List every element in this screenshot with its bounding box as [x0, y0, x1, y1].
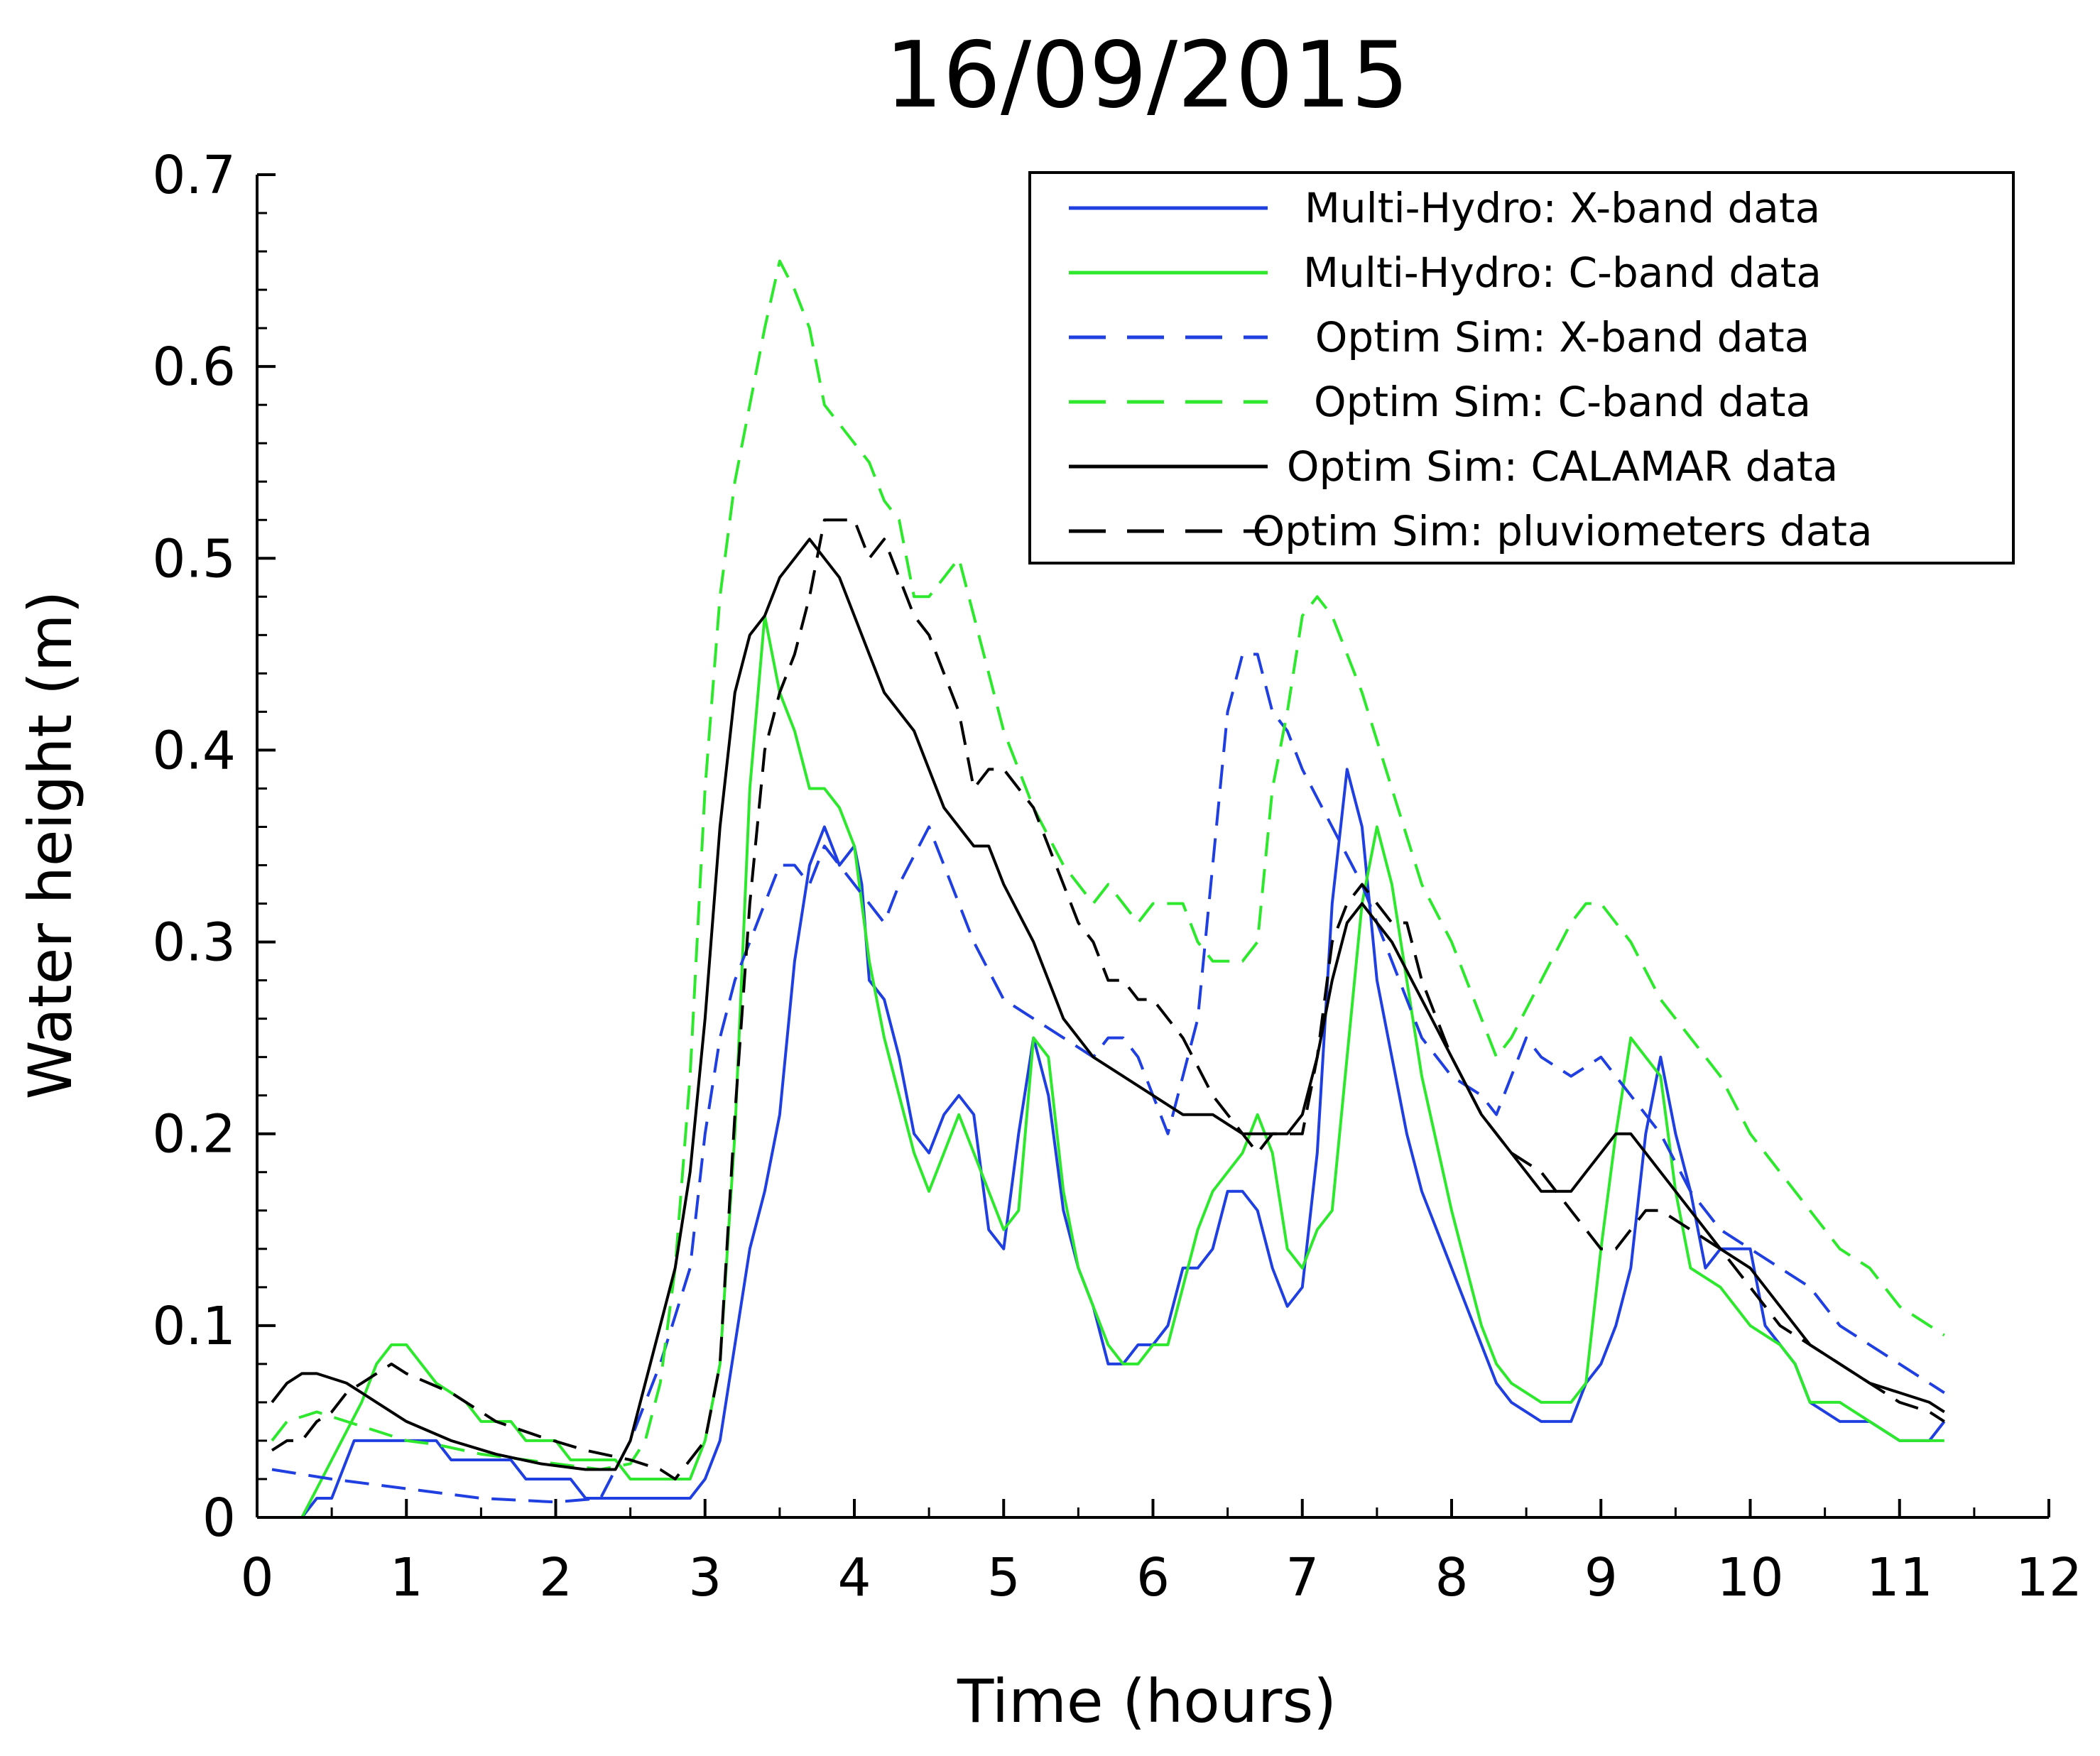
- series-line-5: [272, 539, 1944, 1469]
- legend-label-6: Optim Sim: pluviometers data: [1252, 507, 1872, 555]
- y-tick-label: 0.3: [152, 912, 236, 974]
- x-tick-label: 0: [240, 1547, 273, 1608]
- series-line-3: [272, 654, 1944, 1502]
- series-line-1: [272, 769, 1944, 1517]
- x-tick-label: 2: [539, 1547, 572, 1608]
- y-tick-label: 0.7: [152, 145, 236, 206]
- legend: Multi-Hydro: X-band data Multi-Hydro: C-b…: [1030, 173, 2013, 563]
- chart-canvas: 16/09/2015 0 1 2 3 4 5 6 7 8 9 10 11 12 00.10.20.30.…: [0, 0, 2100, 1756]
- x-tick-label: 7: [1285, 1547, 1319, 1608]
- y-tick-label: 0.5: [152, 528, 236, 589]
- legend-label-5: Optim Sim: CALAMAR data: [1287, 442, 1838, 491]
- legend-label-3: Optim Sim: X-band data: [1315, 313, 1810, 361]
- legend-label-1: Multi-Hydro: X-band data: [1305, 184, 1820, 232]
- x-tick-label: 8: [1435, 1547, 1468, 1608]
- x-tick-label: 11: [1866, 1547, 1933, 1608]
- y-axis-label: Water height (m): [16, 591, 85, 1100]
- x-axis-label: Time (hours): [957, 1667, 1337, 1736]
- legend-label-4: Optim Sim: C-band data: [1314, 378, 1811, 426]
- series-line-6: [272, 520, 1944, 1479]
- x-tick-label: 4: [837, 1547, 871, 1608]
- x-tick-label: 3: [688, 1547, 722, 1608]
- chart-title: 16/09/2015: [885, 23, 1409, 129]
- y-tick-label: 0.4: [152, 720, 236, 781]
- y-tick-label: 0: [202, 1488, 236, 1549]
- legend-label-2: Multi-Hydro: C-band data: [1303, 249, 1822, 297]
- x-ticks: 0 1 2 3 4 5 6 7 8 9 10 11 12: [240, 1499, 2082, 1608]
- y-tick-label: 0.2: [152, 1104, 236, 1165]
- x-tick-label: 9: [1584, 1547, 1618, 1608]
- y-tick-label: 0.1: [152, 1296, 236, 1357]
- x-tick-label: 10: [1717, 1547, 1783, 1608]
- y-tick-label: 0.6: [152, 337, 236, 398]
- x-tick-label: 1: [390, 1547, 423, 1608]
- x-tick-label: 5: [987, 1547, 1021, 1608]
- x-tick-label: 6: [1136, 1547, 1170, 1608]
- x-tick-label: 12: [2015, 1547, 2082, 1608]
